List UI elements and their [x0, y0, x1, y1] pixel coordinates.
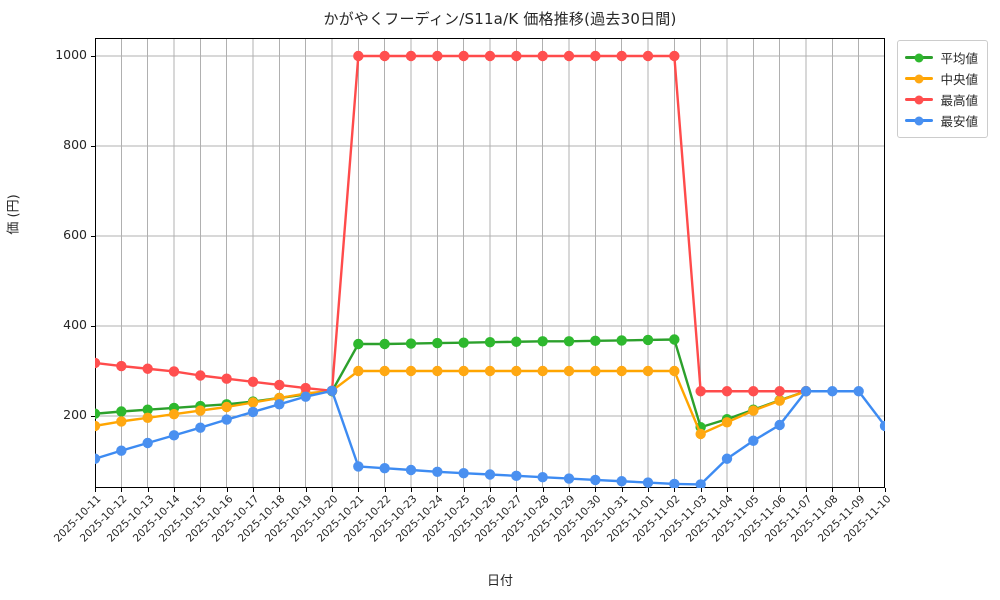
y-tick-mark — [91, 236, 95, 237]
y-tick-label: 800 — [63, 137, 87, 152]
x-tick-mark — [674, 488, 676, 492]
series-0 — [95, 334, 812, 433]
x-tick-mark — [305, 488, 307, 492]
legend-line-swatch — [905, 74, 934, 83]
x-tick-mark — [516, 488, 518, 492]
y-tick-label: 600 — [63, 227, 87, 242]
x-tick-mark — [147, 488, 149, 492]
legend-line-swatch — [905, 116, 934, 125]
x-tick-mark — [121, 488, 123, 492]
y-tick-label: 1000 — [55, 47, 87, 62]
x-tick-mark — [411, 488, 412, 492]
x-tick-mark — [226, 488, 228, 492]
y-tick-mark — [91, 146, 95, 147]
x-tick-mark — [279, 488, 281, 492]
series-3 — [95, 385, 885, 488]
legend-label: 最高値 — [940, 93, 978, 108]
x-tick-mark — [542, 488, 544, 492]
x-tick-mark — [95, 488, 96, 492]
legend-marker-dot — [914, 95, 924, 104]
x-tick-mark — [437, 488, 439, 492]
x-tick-mark — [595, 488, 597, 492]
legend-label: 平均値 — [940, 51, 978, 66]
legend-marker-dot — [914, 116, 924, 125]
x-tick-mark — [753, 488, 755, 492]
plot-area — [95, 38, 885, 488]
series-2 — [95, 50, 812, 397]
chart-svg — [95, 38, 885, 488]
legend-label: 中央値 — [940, 72, 978, 87]
y-tick-label: 200 — [63, 407, 87, 422]
x-tick-mark — [700, 488, 702, 492]
x-tick-mark — [463, 488, 465, 492]
x-tick-mark — [200, 488, 202, 492]
chart-legend: 平均値中央値最高値最安値 — [897, 40, 988, 138]
x-tick-mark — [779, 488, 781, 492]
legend-item-3[interactable]: 最安値 — [905, 110, 978, 131]
x-tick-mark — [727, 488, 728, 492]
legend-line-swatch — [905, 95, 934, 104]
x-tick-mark — [490, 488, 491, 492]
legend-item-0[interactable]: 平均値 — [905, 47, 978, 68]
x-tick-mark — [806, 488, 807, 492]
legend-marker-dot — [914, 53, 924, 62]
x-tick-mark — [253, 488, 254, 492]
chart-title: かがやくフーディン/S11a/K 価格推移(過去30日間) — [323, 10, 677, 28]
x-tick-mark — [885, 488, 886, 492]
y-tick-mark — [91, 56, 95, 57]
legend-marker-dot — [914, 74, 924, 83]
x-tick-mark — [621, 488, 623, 492]
x-tick-mark — [332, 488, 333, 492]
x-tick-mark — [384, 488, 386, 492]
y-tick-mark — [91, 416, 95, 417]
x-tick-mark — [569, 488, 570, 492]
x-tick-mark — [648, 488, 649, 492]
x-tick-mark — [832, 488, 834, 492]
legend-line-swatch — [905, 53, 934, 62]
y-tick-mark — [91, 326, 95, 327]
x-axis-label: 日付 — [486, 574, 513, 589]
x-tick-mark — [174, 488, 175, 492]
x-tick-mark — [358, 488, 360, 492]
x-tick-mark — [858, 488, 860, 492]
y-tick-label: 400 — [63, 317, 87, 332]
legend-item-1[interactable]: 中央値 — [905, 68, 978, 89]
axes-frame — [95, 38, 885, 488]
legend-item-2[interactable]: 最高値 — [905, 89, 978, 110]
y-axis-label: 価 (円) — [6, 194, 22, 235]
grid-lines — [95, 38, 885, 488]
legend-label: 最安値 — [940, 114, 978, 129]
